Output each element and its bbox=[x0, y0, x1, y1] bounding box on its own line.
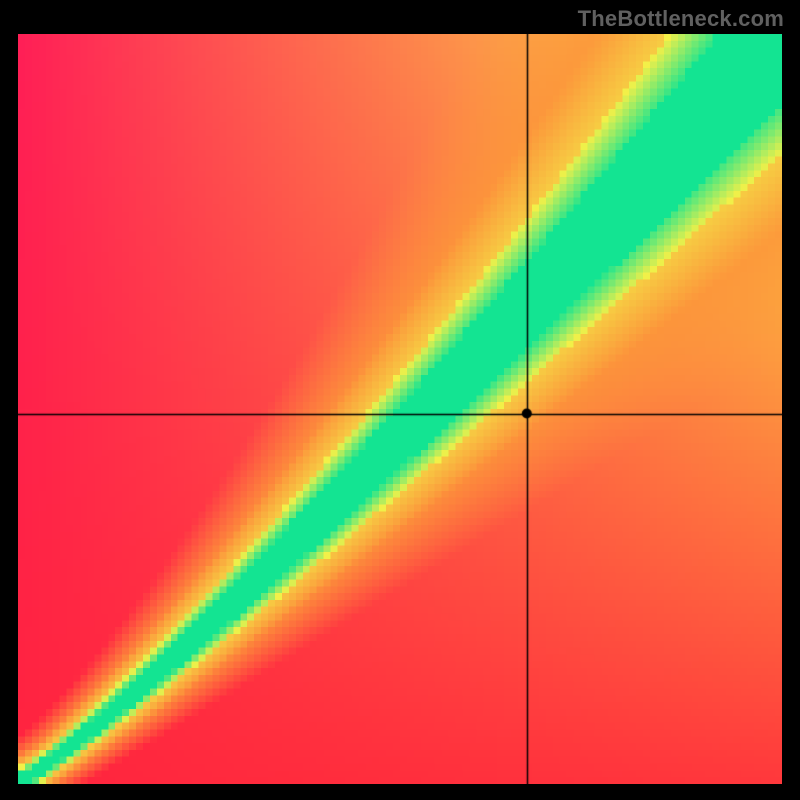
watermark-text: TheBottleneck.com bbox=[578, 6, 784, 32]
chart-container: TheBottleneck.com bbox=[0, 0, 800, 800]
crosshair-overlay bbox=[18, 34, 782, 784]
